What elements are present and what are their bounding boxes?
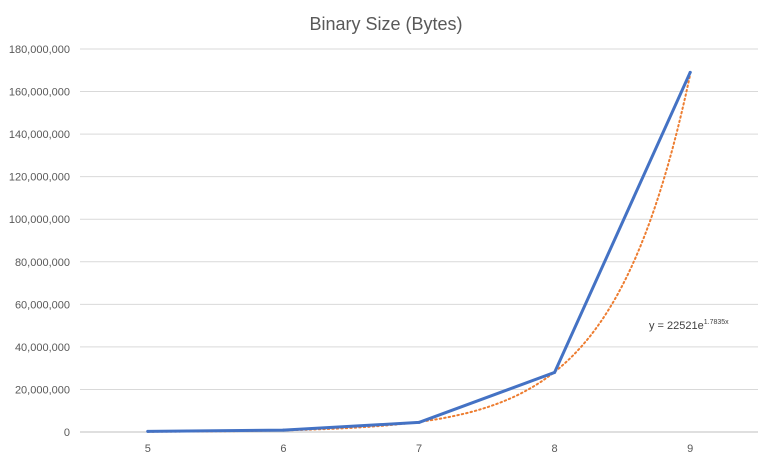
y-tick-label: 80,000,000 <box>15 257 70 269</box>
trendline-equation-exponent: 1.7835x <box>704 319 729 326</box>
x-axis-tick-labels: 5 6 7 8 9 <box>145 443 694 455</box>
data-point <box>281 428 285 432</box>
series-line <box>146 70 692 433</box>
x-tick-label: 9 <box>687 443 693 455</box>
data-point <box>146 429 150 433</box>
data-point <box>553 370 557 374</box>
x-tick-label: 8 <box>552 443 558 455</box>
y-axis-tick-labels: 0 20,000,000 40,000,000 60,000,000 80,000,00… <box>9 44 70 439</box>
y-tick-label: 100,000,000 <box>9 214 70 226</box>
x-tick-label: 7 <box>416 443 422 455</box>
y-tick-label: 180,000,000 <box>9 44 70 56</box>
gridlines <box>80 48 758 390</box>
x-tick-label: 6 <box>280 443 286 455</box>
trendline-equation-base: y = 22521e <box>649 320 704 332</box>
y-tick-label: 20,000,000 <box>15 384 70 396</box>
y-tick-label: 60,000,000 <box>15 299 70 311</box>
y-tick-label: 160,000,000 <box>9 87 70 99</box>
data-points <box>146 70 692 433</box>
x-tick-label: 5 <box>145 443 151 455</box>
trendline-equation: y = 22521e1.7835x <box>649 319 729 332</box>
y-tick-label: 0 <box>64 427 70 439</box>
chart-title: Binary Size (Bytes) <box>309 14 462 34</box>
data-point <box>417 420 421 424</box>
data-point <box>688 70 692 74</box>
y-tick-label: 120,000,000 <box>9 172 70 184</box>
y-tick-label: 40,000,000 <box>15 342 70 354</box>
y-tick-label: 140,000,000 <box>9 129 70 141</box>
